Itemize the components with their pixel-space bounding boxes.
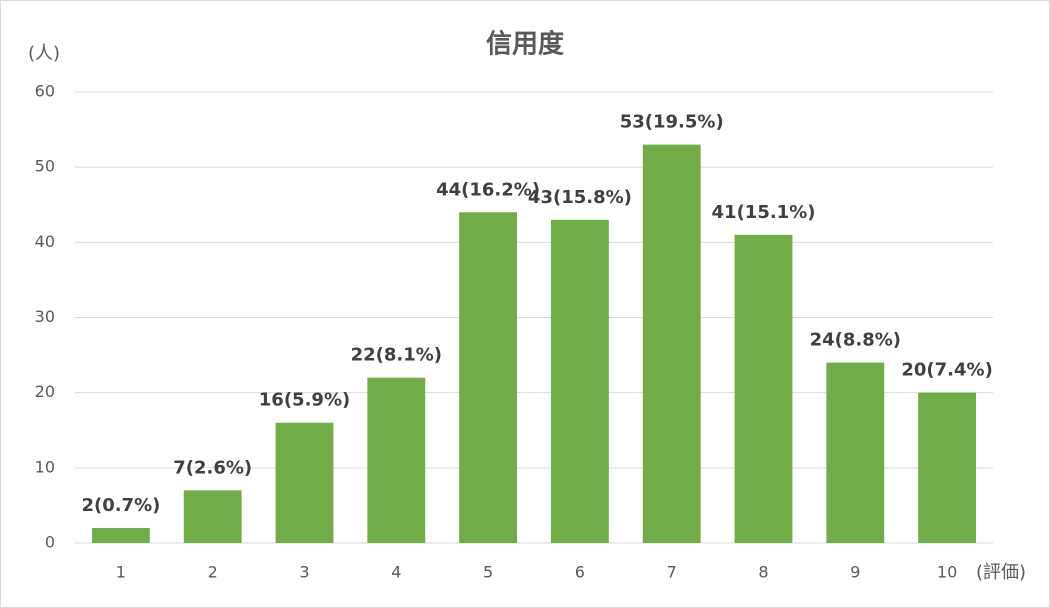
y-tick-label: 30: [35, 307, 55, 326]
x-tick-label: 1: [116, 563, 126, 582]
chart-title: 信用度: [486, 29, 564, 60]
x-tick-label: 8: [758, 563, 768, 582]
data-label: 7(2.6%): [173, 457, 252, 478]
x-tick-label: 4: [391, 563, 401, 582]
bar: [183, 490, 242, 543]
x-tick-label: 5: [483, 563, 493, 582]
bar: [91, 527, 150, 543]
y-tick-label: 40: [35, 232, 55, 251]
y-tick-label: 50: [35, 157, 55, 176]
y-tick-label: 20: [35, 382, 55, 401]
data-label: 43(15.8%): [528, 187, 632, 208]
x-tick-label: 9: [850, 563, 860, 582]
data-label: 24(8.8%): [810, 330, 901, 351]
bar: [550, 219, 609, 544]
x-tick-label: 10: [937, 563, 957, 582]
bar: [367, 377, 426, 543]
y-tick-label: 0: [45, 533, 55, 552]
data-label: 16(5.9%): [259, 390, 350, 411]
data-label: 20(7.4%): [901, 360, 992, 381]
bar: [918, 392, 977, 543]
data-label: 2(0.7%): [81, 495, 160, 516]
data-label: 53(19.5%): [620, 112, 724, 133]
data-label: 41(15.1%): [712, 202, 816, 223]
bar: [642, 144, 701, 543]
x-axis-label: (評価): [976, 562, 1026, 583]
bar: [459, 212, 518, 543]
x-tick-label: 3: [299, 563, 309, 582]
x-tick-label: 6: [575, 563, 585, 582]
y-axis-label: (人): [28, 43, 60, 64]
bar: [826, 362, 885, 543]
x-tick-label: 2: [208, 563, 218, 582]
y-tick-label: 60: [35, 82, 55, 101]
bar: [734, 234, 793, 544]
data-label: 44(16.2%): [436, 179, 540, 200]
data-label: 22(8.1%): [351, 345, 442, 366]
y-tick-label: 10: [35, 457, 55, 476]
bar: [275, 422, 334, 543]
x-tick-label: 7: [667, 563, 677, 582]
